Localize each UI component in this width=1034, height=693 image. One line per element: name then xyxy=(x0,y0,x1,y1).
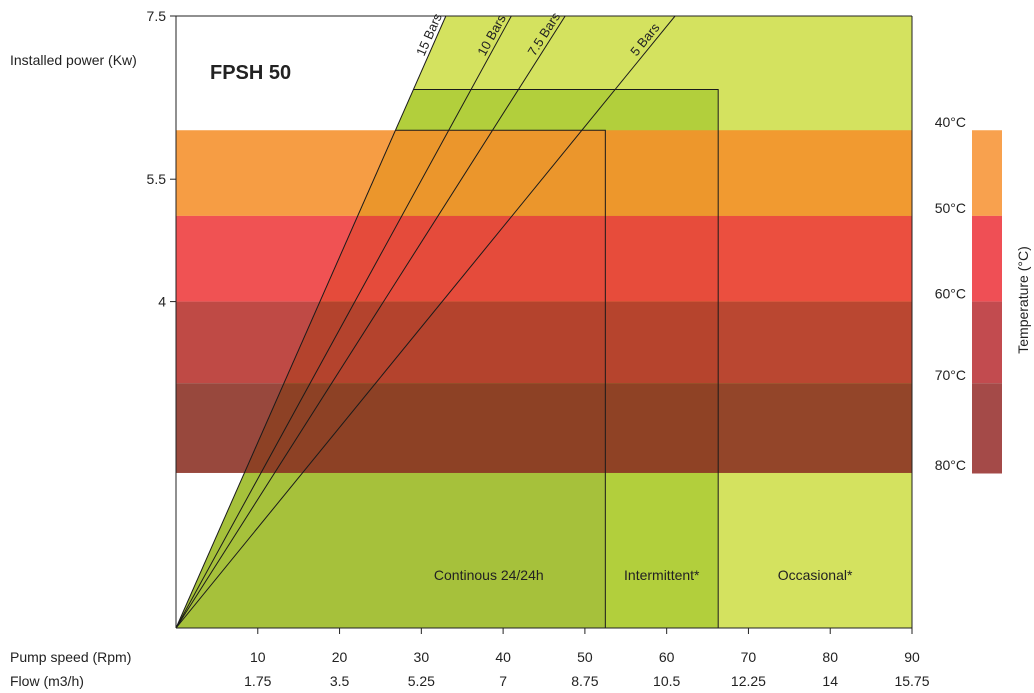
zone-label-0: Continous 24/24h xyxy=(434,567,544,583)
temperature-label-1: 50°C xyxy=(935,200,966,216)
y-tick-label-2: 4 xyxy=(158,294,166,310)
x-tick-label-flow-2: 5.25 xyxy=(408,673,435,689)
temperature-band-2 xyxy=(176,301,912,384)
x-tick-label-flow-3: 7 xyxy=(499,673,507,689)
temperature-band-3 xyxy=(176,383,912,473)
axes xyxy=(170,15,913,634)
x-tick-label-flow-5: 10.5 xyxy=(653,673,680,689)
temperature-band-1 xyxy=(176,215,912,302)
x-tick-label-rpm-0: 10 xyxy=(250,649,266,665)
x-row-label-flow: Flow (m3/h) xyxy=(10,673,84,689)
temperature-axis-label: Temperature (°C) xyxy=(1015,246,1031,354)
pressure-line-3 xyxy=(176,16,676,628)
y-tick-label-1: 5.5 xyxy=(147,171,167,187)
temperature-label-0: 40°C xyxy=(935,114,966,130)
temperature-legend-swatch-0 xyxy=(972,130,1002,216)
temperature-legend-swatch-1 xyxy=(972,215,1002,302)
temperature-label-3: 70°C xyxy=(935,367,966,383)
temperature-label-4: 80°C xyxy=(935,457,966,473)
zone-label-1: Intermittent* xyxy=(624,567,700,583)
x-tick-label-flow-8: 15.75 xyxy=(894,673,929,689)
zone-outlines xyxy=(395,88,719,628)
chart-title: FPSH 50 xyxy=(210,62,291,84)
pressure-line-2 xyxy=(176,16,566,628)
x-tick-label-rpm-5: 60 xyxy=(659,649,675,665)
x-row-label-rpm: Pump speed (Rpm) xyxy=(10,649,131,665)
temperature-bands xyxy=(176,130,1002,474)
zone-outline-0 xyxy=(395,129,606,628)
temperature-legend-swatch-3 xyxy=(972,383,1002,473)
temperature-label-2: 60°C xyxy=(935,286,966,302)
x-tick-label-rpm-1: 20 xyxy=(332,649,348,665)
x-tick-label-rpm-6: 70 xyxy=(741,649,757,665)
x-tick-label-flow-6: 12.25 xyxy=(731,673,766,689)
temperature-legend-swatch-2 xyxy=(972,301,1002,384)
x-tick-label-rpm-2: 30 xyxy=(414,649,430,665)
temperature-band-0 xyxy=(176,130,912,216)
x-tick-label-flow-4: 8.75 xyxy=(571,673,598,689)
x-tick-label-flow-7: 14 xyxy=(822,673,838,689)
y-axis-label: Installed power (Kw) xyxy=(10,52,137,68)
x-tick-label-rpm-4: 50 xyxy=(577,649,593,665)
pressure-lines xyxy=(176,16,676,628)
x-tick-label-rpm-8: 90 xyxy=(904,649,920,665)
y-tick-label-0: 7.5 xyxy=(147,8,167,24)
x-tick-label-flow-0: 1.75 xyxy=(244,673,271,689)
pressure-line-1 xyxy=(176,16,512,628)
zone-outline-1 xyxy=(413,88,719,628)
x-tick-label-flow-1: 3.5 xyxy=(330,673,350,689)
x-tick-label-rpm-3: 40 xyxy=(495,649,511,665)
zone-label-2: Occasional* xyxy=(778,567,853,583)
x-tick-label-rpm-7: 80 xyxy=(822,649,838,665)
pressure-line-0 xyxy=(176,16,447,628)
